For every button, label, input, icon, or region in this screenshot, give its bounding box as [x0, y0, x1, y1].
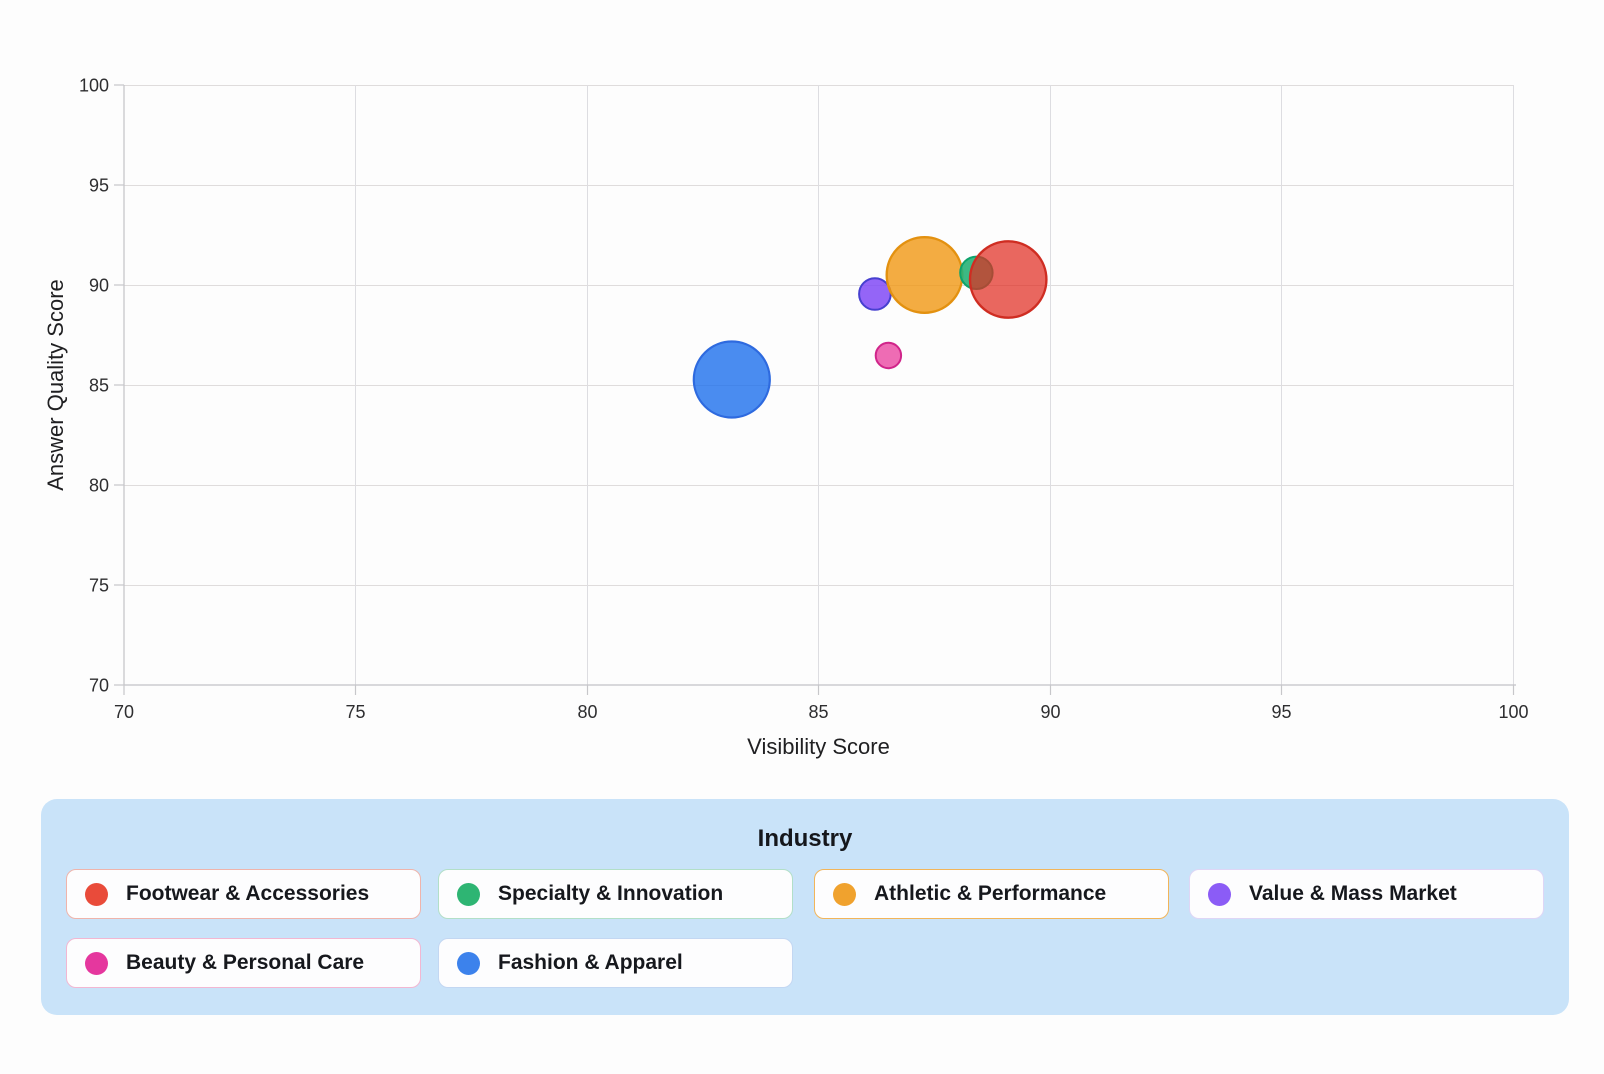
svg-text:75: 75	[89, 576, 109, 596]
svg-text:85: 85	[89, 376, 109, 396]
svg-text:100: 100	[1498, 702, 1528, 722]
svg-text:90: 90	[1040, 702, 1060, 722]
svg-text:80: 80	[577, 702, 597, 722]
svg-text:90: 90	[89, 276, 109, 296]
svg-text:Answer Quality Score: Answer Quality Score	[43, 279, 68, 491]
svg-text:80: 80	[89, 476, 109, 496]
svg-text:Visibility Score: Visibility Score	[747, 734, 890, 759]
svg-text:70: 70	[114, 702, 134, 722]
svg-text:85: 85	[808, 702, 828, 722]
svg-text:100: 100	[79, 76, 109, 96]
svg-text:75: 75	[345, 702, 365, 722]
svg-text:95: 95	[1271, 702, 1291, 722]
svg-text:70: 70	[89, 676, 109, 696]
svg-text:95: 95	[89, 176, 109, 196]
